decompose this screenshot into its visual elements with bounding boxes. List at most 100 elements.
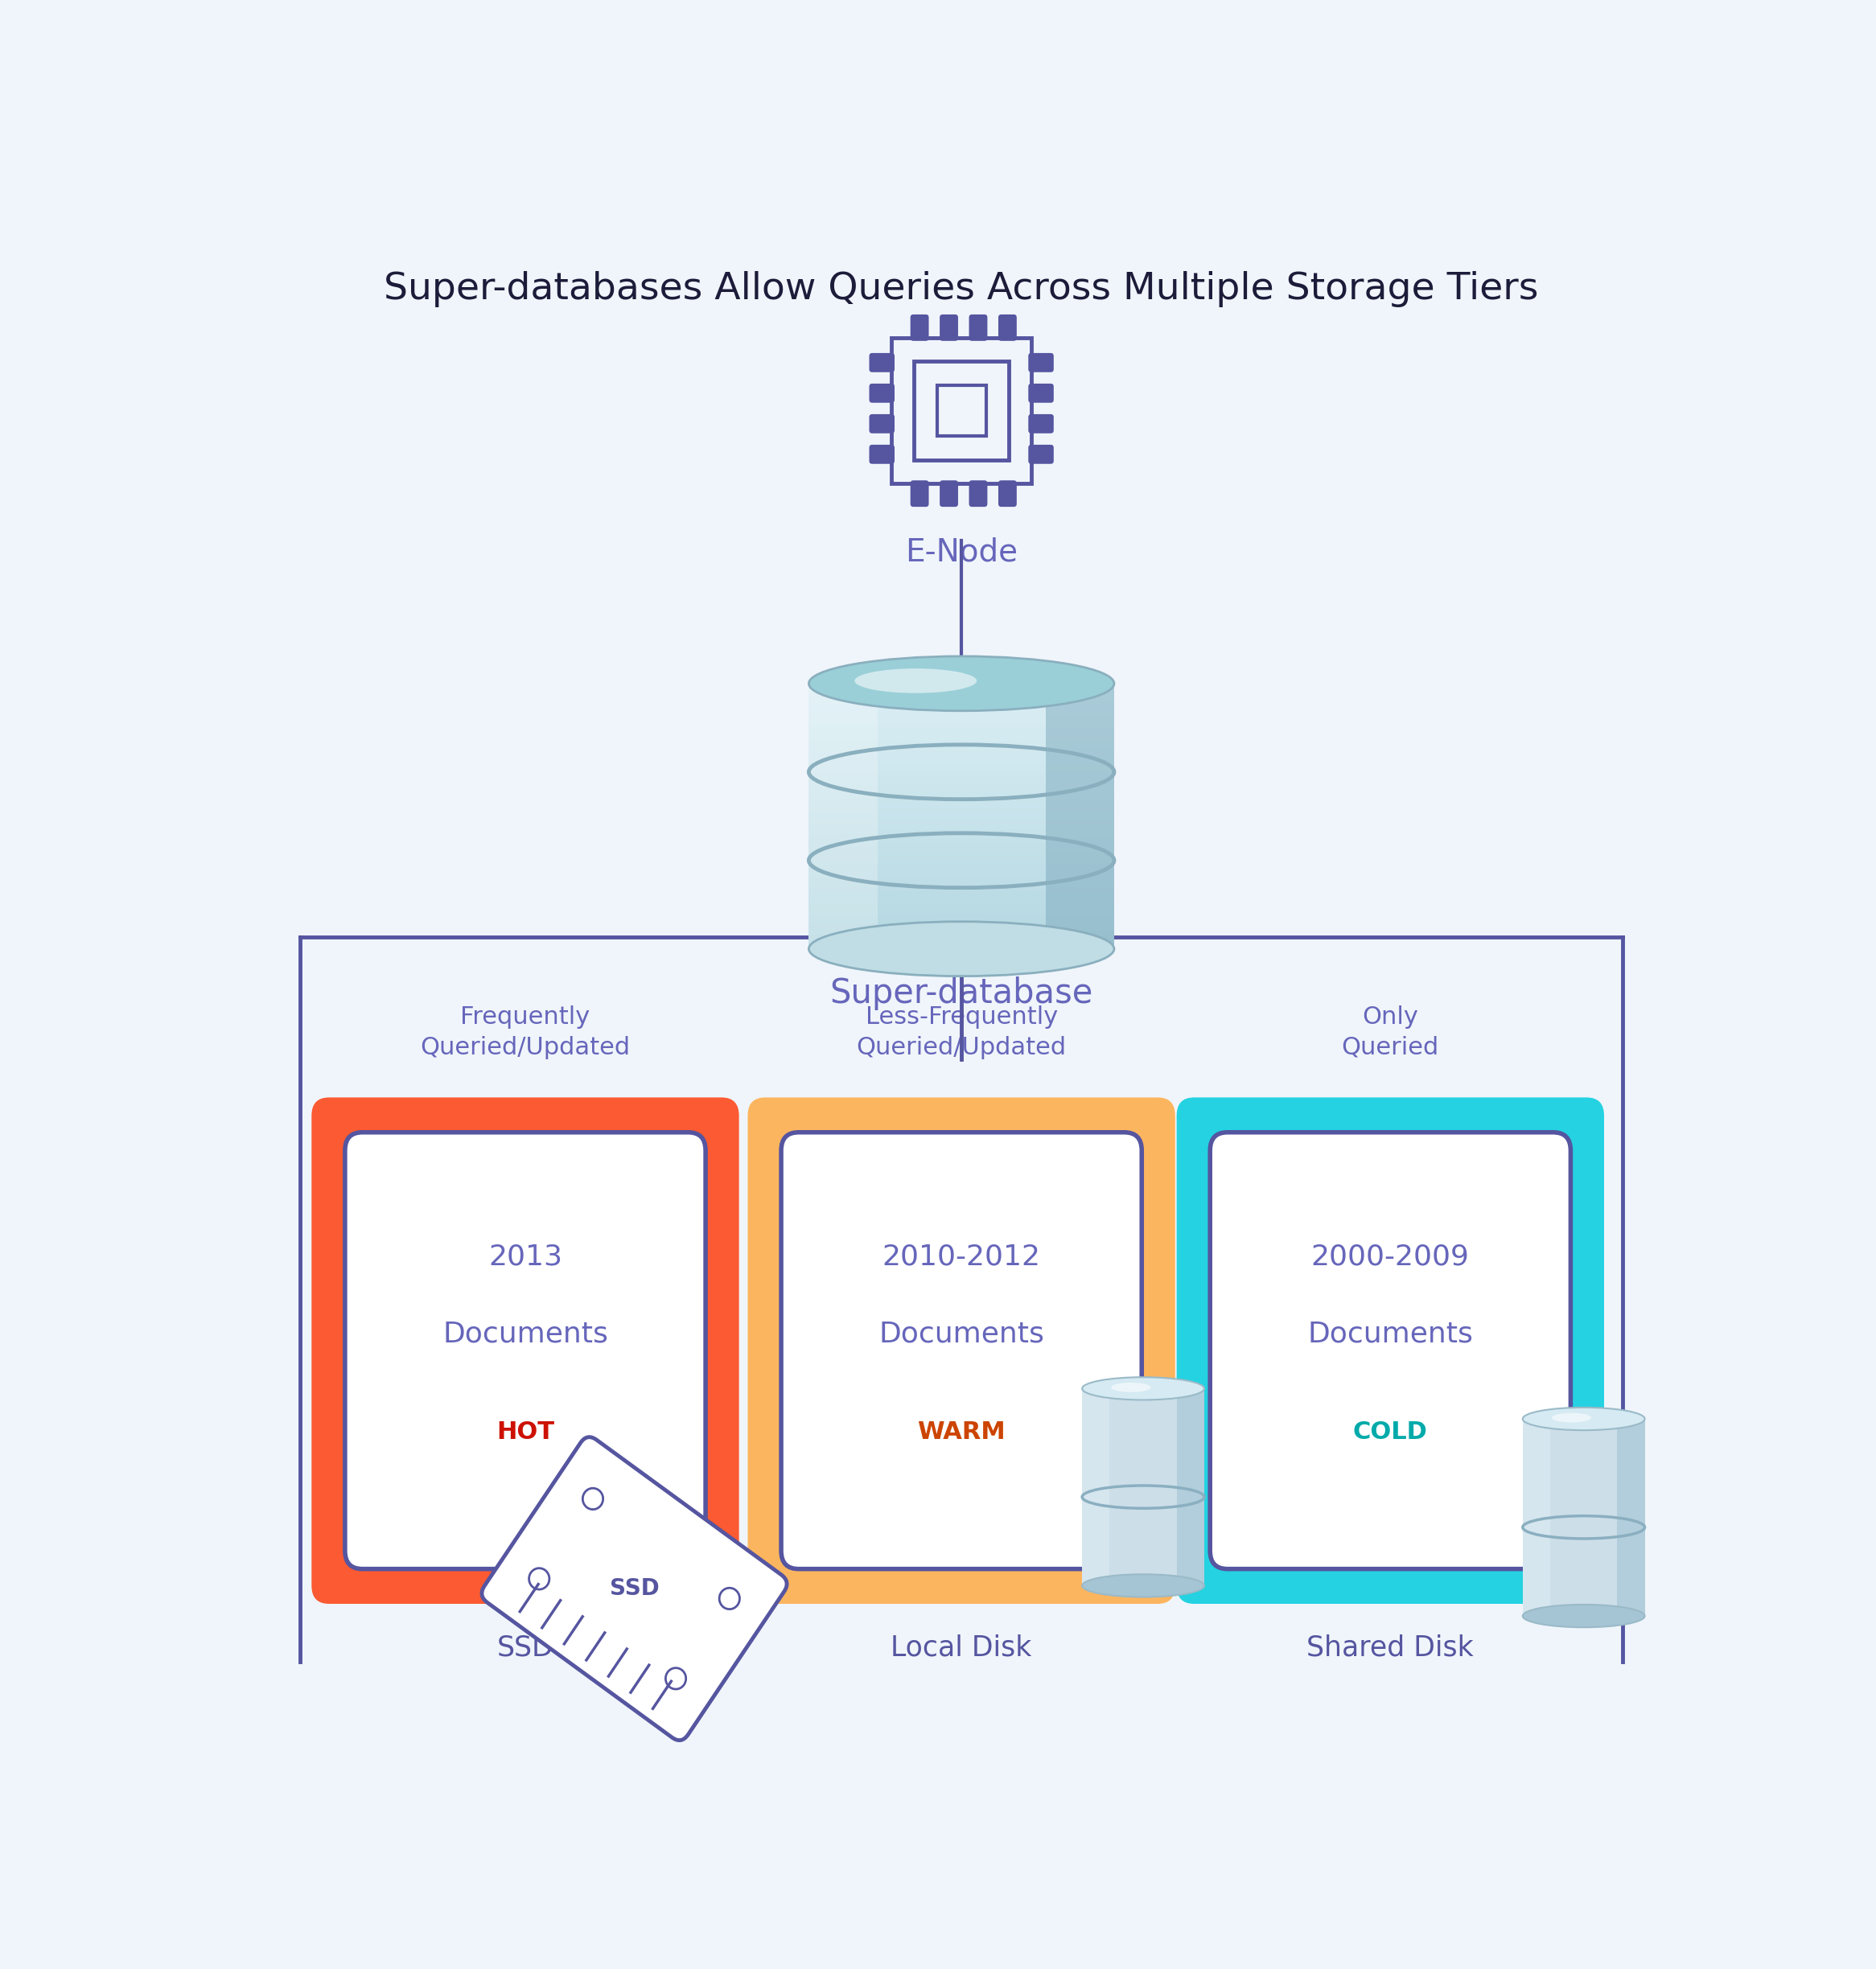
Polygon shape xyxy=(809,841,1114,847)
Polygon shape xyxy=(809,876,1114,882)
Polygon shape xyxy=(809,823,1114,829)
Polygon shape xyxy=(809,780,1114,786)
Ellipse shape xyxy=(1111,1382,1150,1392)
Polygon shape xyxy=(809,872,1114,878)
Polygon shape xyxy=(809,699,1114,705)
FancyBboxPatch shape xyxy=(970,480,987,506)
FancyBboxPatch shape xyxy=(1028,352,1054,372)
Text: Sub-databases: Sub-databases xyxy=(837,833,1086,866)
Text: SSD: SSD xyxy=(610,1577,658,1601)
Polygon shape xyxy=(809,776,1114,782)
Text: Shared Disk: Shared Disk xyxy=(1308,1634,1475,1662)
FancyBboxPatch shape xyxy=(940,315,959,341)
Polygon shape xyxy=(809,886,1114,892)
Text: COLD: COLD xyxy=(1353,1422,1428,1443)
FancyBboxPatch shape xyxy=(1028,413,1054,433)
Polygon shape xyxy=(809,709,1114,715)
FancyBboxPatch shape xyxy=(1176,1097,1604,1605)
FancyBboxPatch shape xyxy=(345,1132,705,1569)
Polygon shape xyxy=(809,695,1114,701)
Polygon shape xyxy=(1523,1420,1645,1617)
FancyBboxPatch shape xyxy=(869,352,895,372)
Polygon shape xyxy=(809,713,1114,719)
Polygon shape xyxy=(809,740,1114,746)
Ellipse shape xyxy=(1082,1376,1204,1400)
Ellipse shape xyxy=(809,656,1114,711)
FancyBboxPatch shape xyxy=(311,1097,739,1605)
Polygon shape xyxy=(809,805,1114,811)
Polygon shape xyxy=(809,933,1114,939)
Polygon shape xyxy=(809,904,1114,910)
Polygon shape xyxy=(1176,1388,1204,1585)
Polygon shape xyxy=(809,691,1114,697)
Polygon shape xyxy=(809,898,1114,904)
Polygon shape xyxy=(809,734,1114,740)
Polygon shape xyxy=(809,758,1114,764)
Polygon shape xyxy=(809,925,1114,931)
Polygon shape xyxy=(809,833,1114,839)
Text: 2010-2012: 2010-2012 xyxy=(882,1242,1041,1270)
Polygon shape xyxy=(809,939,1114,945)
Polygon shape xyxy=(809,943,1114,949)
Polygon shape xyxy=(809,880,1114,886)
FancyBboxPatch shape xyxy=(780,1132,1142,1569)
Polygon shape xyxy=(809,894,1114,900)
FancyBboxPatch shape xyxy=(482,1437,786,1741)
FancyBboxPatch shape xyxy=(869,413,895,433)
Polygon shape xyxy=(809,788,1114,794)
Polygon shape xyxy=(1082,1388,1109,1585)
Ellipse shape xyxy=(1551,1414,1591,1422)
Text: Super-database: Super-database xyxy=(829,977,1094,1010)
Text: Documents: Documents xyxy=(443,1321,608,1349)
Polygon shape xyxy=(809,815,1114,821)
Polygon shape xyxy=(809,705,1114,711)
Ellipse shape xyxy=(809,921,1114,977)
FancyBboxPatch shape xyxy=(970,315,987,341)
Text: Documents: Documents xyxy=(1308,1321,1473,1349)
Text: Documents: Documents xyxy=(878,1321,1045,1349)
Polygon shape xyxy=(1617,1420,1645,1617)
Polygon shape xyxy=(809,730,1114,736)
Polygon shape xyxy=(809,851,1114,857)
Text: HOT: HOT xyxy=(497,1422,553,1443)
Polygon shape xyxy=(809,784,1114,790)
Polygon shape xyxy=(809,794,1114,799)
Polygon shape xyxy=(809,837,1114,843)
Text: WARM: WARM xyxy=(917,1422,1006,1443)
Polygon shape xyxy=(809,855,1114,860)
Polygon shape xyxy=(809,687,1114,693)
Polygon shape xyxy=(809,681,1114,687)
FancyBboxPatch shape xyxy=(910,315,929,341)
FancyBboxPatch shape xyxy=(910,480,929,506)
Text: Only
Queried: Only Queried xyxy=(1341,1006,1439,1059)
Text: Frequently
Queried/Updated: Frequently Queried/Updated xyxy=(420,1006,630,1059)
Ellipse shape xyxy=(855,669,977,693)
FancyBboxPatch shape xyxy=(1028,445,1054,465)
Text: Less-Frequently
Queried/Updated: Less-Frequently Queried/Updated xyxy=(857,1006,1066,1059)
Polygon shape xyxy=(809,819,1114,825)
Text: SSD: SSD xyxy=(497,1634,553,1662)
Polygon shape xyxy=(809,766,1114,772)
Polygon shape xyxy=(809,916,1114,921)
Text: 2000-2009: 2000-2009 xyxy=(1311,1242,1469,1270)
Ellipse shape xyxy=(1523,1408,1645,1429)
Ellipse shape xyxy=(1082,1575,1204,1597)
Polygon shape xyxy=(809,929,1114,935)
Polygon shape xyxy=(809,912,1114,918)
Polygon shape xyxy=(809,727,1114,732)
FancyBboxPatch shape xyxy=(869,445,895,465)
FancyBboxPatch shape xyxy=(869,384,895,404)
Polygon shape xyxy=(809,845,1114,851)
Polygon shape xyxy=(809,868,1114,874)
Text: E-Node: E-Node xyxy=(904,538,1019,567)
Polygon shape xyxy=(809,797,1114,803)
Polygon shape xyxy=(809,752,1114,758)
Polygon shape xyxy=(809,890,1114,896)
FancyBboxPatch shape xyxy=(998,315,1017,341)
Polygon shape xyxy=(1082,1388,1204,1585)
Ellipse shape xyxy=(1523,1605,1645,1626)
Text: Super-databases Allow Queries Across Multiple Storage Tiers: Super-databases Allow Queries Across Mul… xyxy=(385,272,1538,307)
Polygon shape xyxy=(809,723,1114,729)
Polygon shape xyxy=(809,921,1114,927)
Polygon shape xyxy=(809,858,1114,864)
